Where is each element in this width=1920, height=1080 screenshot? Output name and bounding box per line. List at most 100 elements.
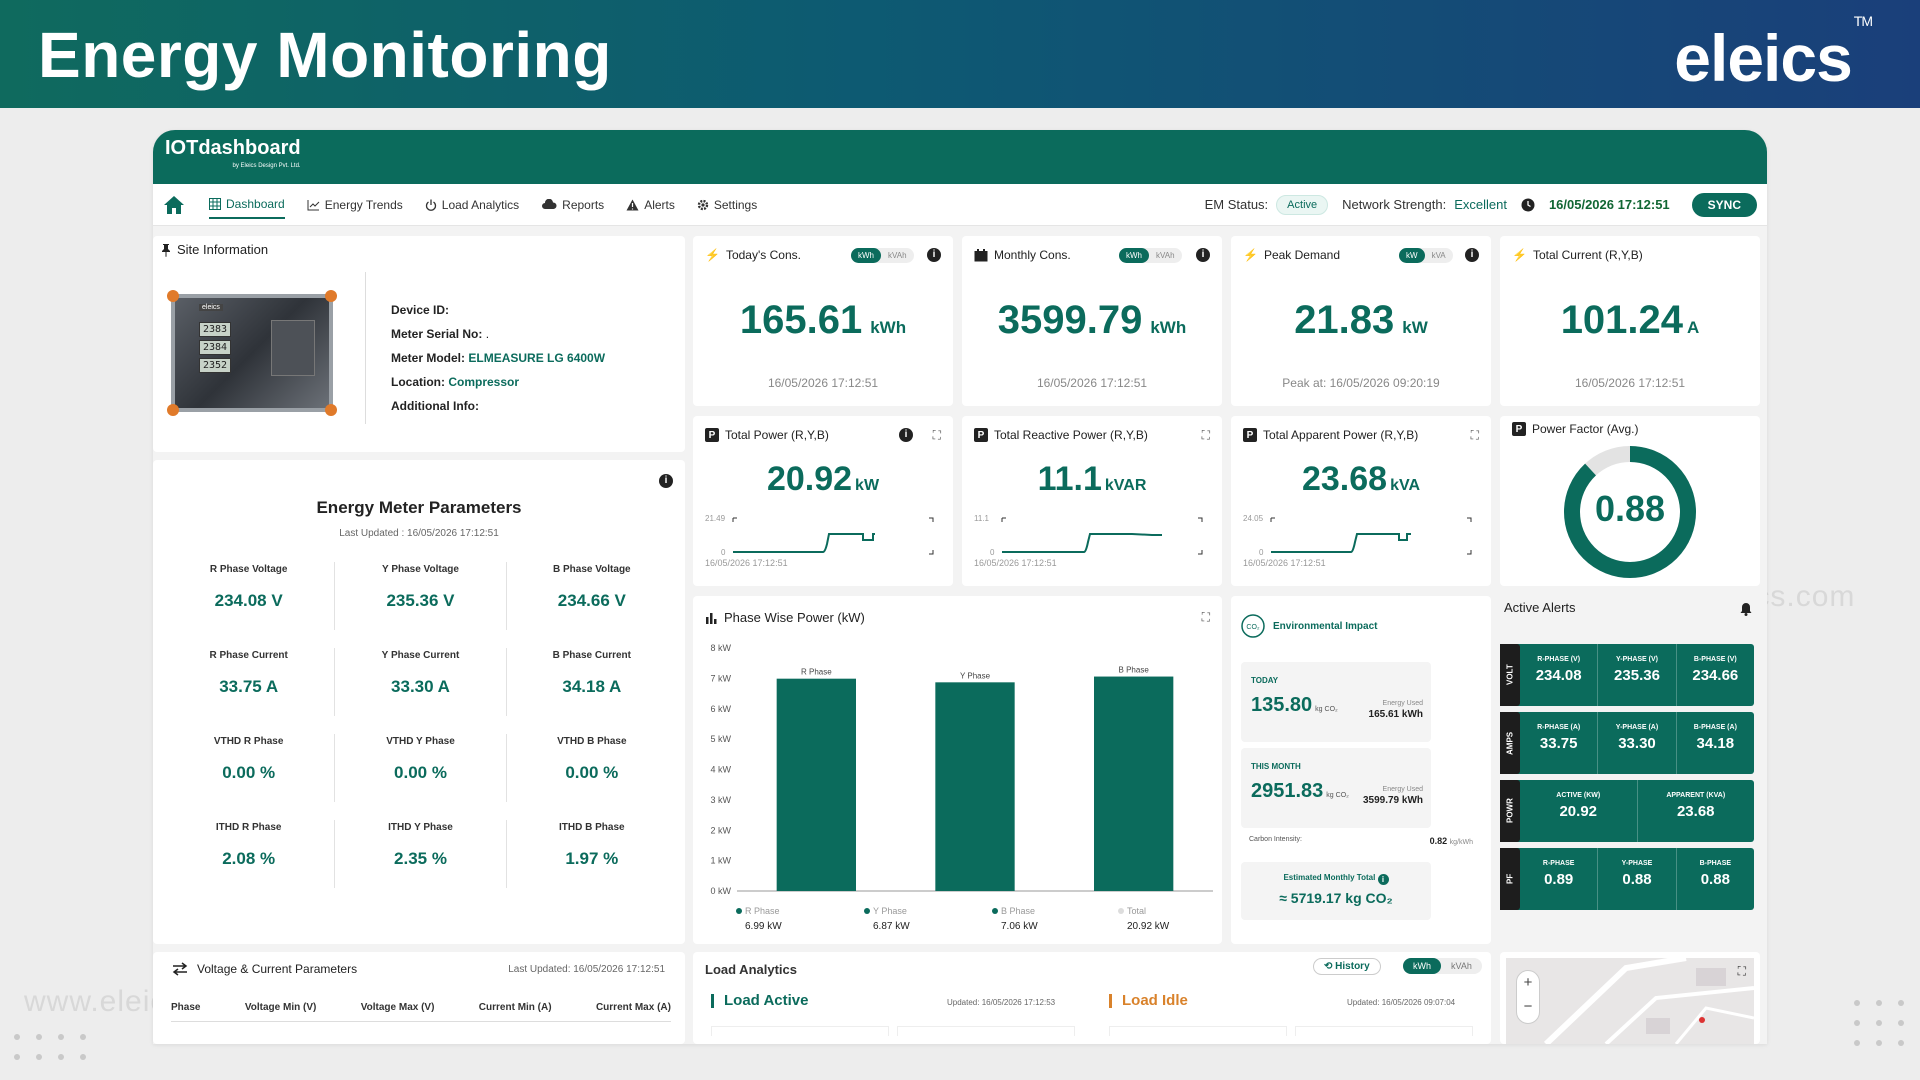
app-logo[interactable]: IOTdashboard by Eleics Design Pvt. Ltd. xyxy=(165,137,301,169)
environmental-impact-card: CO₂ Environmental Impact TODAY 135.80 kg … xyxy=(1231,596,1491,944)
site-row-device-id: Device ID: xyxy=(391,303,450,317)
phase-power-bar-chart: 0 kW 1 kW 2 kW 3 kW 4 kW 5 kW 6 kW 7 kW 8 kW R Ph… xyxy=(710,643,1213,932)
svg-text:0: 0 xyxy=(990,548,995,557)
unit-toggle[interactable]: kWh kVAh xyxy=(1119,248,1182,263)
sync-button[interactable]: SYNC xyxy=(1691,192,1757,217)
alerts-title: Active Alerts xyxy=(1504,600,1576,615)
phase-wise-power-card: Phase Wise Power (kW) ⛶ 0 kW 1 kW 2 kW 3 kW… xyxy=(693,596,1222,944)
map-card: + − ⛶ xyxy=(1500,952,1760,1044)
param-y-voltage: Y Phase Voltage 235.36 V xyxy=(334,562,505,630)
trend-icon xyxy=(307,199,320,210)
expand-icon[interactable]: ⛶ xyxy=(1201,428,1210,442)
total-power-sparkline: 21.49 0 xyxy=(705,514,934,557)
zoom-in-button[interactable]: + xyxy=(1523,974,1533,991)
app-topbar: IOTdashboard by Eleics Design Pvt. Ltd. xyxy=(153,130,1767,184)
svg-text:CO₂: CO₂ xyxy=(1246,624,1260,631)
legend-marker xyxy=(864,908,870,914)
home-icon[interactable] xyxy=(163,194,187,216)
nav-energy-trends[interactable]: Energy Trends xyxy=(307,192,403,218)
site-row-location: Location: Compressor xyxy=(391,375,520,389)
info-icon[interactable]: i xyxy=(1465,248,1479,262)
legend-label: R Phase xyxy=(745,906,780,916)
y-tick-label: 0 kW xyxy=(710,886,731,896)
legend-value: 7.06 kW xyxy=(1001,921,1038,932)
power-factor-card: P Power Factor (Avg.) 0.88 xyxy=(1500,416,1760,586)
unit-toggle[interactable]: kW kVA xyxy=(1399,248,1453,263)
datetime: 16/05/2026 17:12:51 xyxy=(1548,197,1670,212)
nav-settings[interactable]: Settings xyxy=(697,192,757,218)
network-value: Excellent xyxy=(1454,197,1507,212)
meter-image: 2383 2384 2352 eleics xyxy=(167,290,337,416)
alert-row-current[interactable]: AMPS R-PHASE (A) 33.75 Y-PHASE (A) 33.30 B… xyxy=(1500,712,1754,774)
reactive-power-card: P Total Reactive Power (R,Y,B) ⛶ 11.1 kVAR… xyxy=(962,416,1222,586)
alert-row-power[interactable]: POWR ACTIVE (KW) 20.92 APPARENT (KVA) 23.6… xyxy=(1500,780,1754,842)
param-r-voltage: R Phase Voltage 234.08 V xyxy=(209,564,288,610)
p-icon: P xyxy=(1512,422,1526,436)
info-icon[interactable]: i xyxy=(899,428,913,442)
sparkline-timestamp: 16/05/2026 17:12:51 xyxy=(1243,558,1326,568)
history-button[interactable]: ⟲ History xyxy=(1313,958,1381,975)
p-icon: P xyxy=(705,428,719,442)
load-unit-toggle[interactable]: kWh kVAh xyxy=(1403,958,1482,974)
info-icon[interactable]: i xyxy=(1196,248,1210,262)
meter-brand-label: eleics xyxy=(199,304,223,311)
svg-text:21.49: 21.49 xyxy=(705,514,726,523)
bar-category-label: Y Phase xyxy=(960,671,991,680)
vc-table-header: Phase Voltage Min (V) Voltage Max (V) Cu… xyxy=(171,1002,671,1022)
location-map[interactable]: + − ⛶ xyxy=(1506,958,1754,1044)
legend-marker xyxy=(992,908,998,914)
svg-text:24.05: 24.05 xyxy=(1243,514,1264,523)
site-info-card: Site Information 2383 2384 2352 eleics D… xyxy=(153,236,685,452)
nav-dashboard[interactable]: Dashboard xyxy=(209,191,285,219)
legend-value: 6.99 kW xyxy=(745,921,782,932)
bolt-icon: ⚡ xyxy=(705,248,720,262)
y-tick-label: 1 kW xyxy=(710,856,731,866)
env-estimate-box: Estimated Monthly Total i ≈ 5719.17 kg C… xyxy=(1241,862,1431,920)
load-analytics-title: Load Analytics xyxy=(705,962,797,977)
timestamp: 16/05/2026 17:12:51 xyxy=(1574,376,1686,390)
em-status-label: EM Status: xyxy=(1204,197,1269,212)
y-tick-label: 8 kW xyxy=(710,643,731,653)
unit-toggle[interactable]: kWh kVAh xyxy=(851,248,914,263)
nav-load-analytics[interactable]: Load Analytics xyxy=(425,192,519,218)
apparent-power-value: 23.68 kVA xyxy=(1301,460,1421,498)
warning-icon xyxy=(626,199,639,210)
info-icon[interactable]: i xyxy=(659,474,673,488)
sparkline-timestamp: 16/05/2026 17:12:51 xyxy=(705,558,788,568)
expand-icon[interactable]: ⛶ xyxy=(1470,428,1479,442)
alert-row-power-factor[interactable]: PF R-PHASE 0.89 Y-PHASE 0.88 B-PHASE 0.88 xyxy=(1500,848,1754,910)
apparent-power-card: P Total Apparent Power (R,Y,B) ⛶ 23.68 kVA… xyxy=(1231,416,1491,586)
co2-icon: CO₂ xyxy=(1241,614,1265,638)
param-vthd-b: VTHD B Phase 0.00 % xyxy=(505,734,677,802)
svg-text:0: 0 xyxy=(721,548,726,557)
alert-row-voltage[interactable]: VOLT R-PHASE (V) 234.08 Y-PHASE (V) 235.36… xyxy=(1500,644,1754,706)
site-row-serial: Meter Serial No: . xyxy=(391,327,490,341)
site-details: Device ID: Meter Serial No: . Meter Mode… xyxy=(391,298,605,418)
monthly-consumption-card: Monthly Cons. kWh kVAh i 3599.79 kWh 16/05… xyxy=(962,236,1222,406)
bar xyxy=(935,682,1015,891)
nav-alerts[interactable]: Alerts xyxy=(626,192,675,218)
info-icon[interactable]: i xyxy=(927,248,941,262)
nav-reports[interactable]: Reports xyxy=(541,192,604,218)
expand-icon[interactable]: ⛶ xyxy=(1201,610,1210,624)
bar-category-label: B Phase xyxy=(1119,666,1150,675)
expand-icon[interactable]: ⛶ xyxy=(932,428,941,442)
total-power-value: 20.92 kW xyxy=(766,460,880,498)
site-info-header: Site Information xyxy=(161,242,268,257)
peak-timestamp: Peak at: 16/05/2026 09:20:19 xyxy=(1282,376,1440,390)
carbon-intensity-value: 0.82 kg/kWh xyxy=(1429,836,1473,846)
reactive-power-value: 11.1 kVAR xyxy=(1037,460,1147,498)
zoom-out-button[interactable]: − xyxy=(1523,998,1533,1015)
timestamp: 16/05/2026 17:12:51 xyxy=(1036,376,1148,390)
info-icon[interactable]: i xyxy=(1377,874,1389,885)
peak-demand-value: 21.83 kW xyxy=(1294,298,1428,342)
total-power-card: P Total Power (R,Y,B) i ⛶ 20.92 kW 21.49 0… xyxy=(693,416,953,586)
legend-label: B Phase xyxy=(1001,906,1035,916)
fullscreen-icon[interactable]: ⛶ xyxy=(1737,964,1746,978)
param-ithd-b: ITHD B Phase 1.97 % xyxy=(505,820,677,888)
hero-banner: Energy Monitoring eleics TM xyxy=(0,0,1920,108)
apparent-power-sparkline: 24.05 0 xyxy=(1243,514,1472,557)
carbon-intensity-label: Carbon Intensity: xyxy=(1249,836,1302,843)
legend-value: 6.87 kW xyxy=(873,921,910,932)
bell-icon[interactable] xyxy=(1740,602,1752,616)
